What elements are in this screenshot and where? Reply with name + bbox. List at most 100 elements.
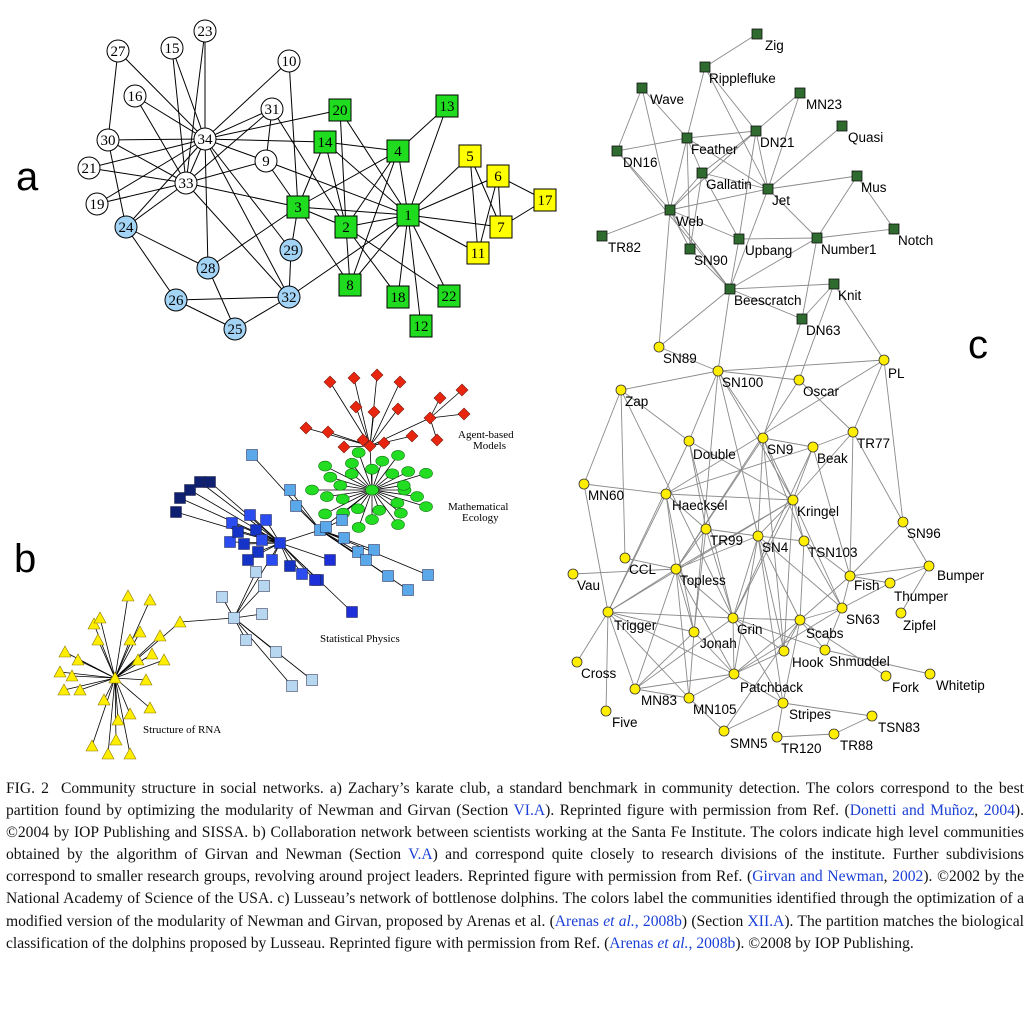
dolphin-edge (816, 175, 858, 239)
ref-link-girvan-newman-year[interactable]: 2002 (892, 868, 924, 886)
sfi-agent-node (393, 375, 407, 389)
ref-link-section-vi-a[interactable]: VI.A (513, 802, 546, 820)
karate-node-label: 16 (128, 89, 144, 105)
karate-node-label: 32 (282, 290, 297, 306)
dolphin-edge (732, 617, 826, 651)
dolphin-edge (583, 483, 667, 495)
dolphin-node-label: MN23 (806, 97, 842, 112)
karate-edge (407, 214, 479, 254)
sfi-ecology-node (344, 468, 359, 480)
dolphin-node-label: Fish (854, 578, 880, 593)
dolphin-edge (689, 248, 731, 290)
annotation-statistical-physics: Statistical Physics (320, 633, 400, 645)
ref-link-girvan-newman[interactable]: Girvan and Newman (752, 868, 884, 886)
dolphin-edge (801, 237, 818, 320)
dolphin-node-Gallatin: Gallatin (696, 167, 752, 192)
sfi-physics-node (258, 580, 270, 592)
ref-link-section-v-a[interactable]: V.A (408, 846, 433, 864)
ref-link-donetti-munoz[interactable]: Donetti and Muñoz (849, 802, 975, 820)
dolphin-edge (776, 733, 835, 738)
dolphin-edge (705, 528, 759, 537)
dolphin-node-Knit: Knit (828, 278, 862, 303)
karate-node-25: 25 (223, 317, 247, 341)
dolphin-node-label: SN63 (846, 612, 880, 627)
dolphin-node-label: Zipfel (903, 618, 936, 633)
dolphin-node-label: Upbang (745, 243, 792, 258)
dolphin-node-MN23: MN23 (794, 87, 842, 112)
dolphin-edge (729, 238, 740, 290)
dolphin-node-label: SN4 (762, 540, 789, 555)
node-circle (884, 577, 896, 589)
dolphin-edge (634, 631, 695, 690)
caption-text: ). ©2008 by IOP Publishing. (735, 934, 914, 952)
dolphin-node-label: Five (612, 715, 638, 730)
dolphin-node-Thumper: Thumper (884, 577, 949, 604)
sfi-agent-node (377, 436, 391, 450)
ref-link-arenas-2008b[interactable]: Arenas et al., 2008b (555, 913, 682, 930)
karate-edge (125, 138, 206, 228)
dolphin-edge (757, 535, 801, 621)
dolphin-node-label: Fork (892, 680, 919, 695)
karate-node-27: 27 (106, 39, 130, 63)
karate-edge (469, 155, 479, 254)
karate-node-1: 1 (396, 203, 420, 227)
dolphin-node-label: DN63 (806, 323, 841, 338)
node-square (286, 195, 310, 219)
dolphin-node-label: Jonah (700, 636, 737, 651)
dolphin-node-TSN83: TSN83 (866, 710, 920, 735)
caption-text: , (883, 868, 893, 886)
karate-node-label: 31 (265, 102, 280, 118)
dolphin-edge (717, 359, 885, 372)
sfi-physics-node (242, 554, 254, 566)
ref-link-arenas-2008b-second[interactable]: Arenas et al., 2008b (609, 935, 735, 952)
dolphin-edge (705, 528, 734, 619)
sfi-rna-node (133, 625, 147, 638)
dolphin-edge (634, 673, 735, 690)
sfi-physics-node (368, 544, 380, 556)
node-circle (718, 725, 730, 737)
node-circle (277, 49, 301, 73)
dolphin-edge (767, 92, 801, 190)
sfi-ecology-node (410, 491, 424, 502)
caption-text: , (974, 802, 984, 820)
karate-node-19: 19 (85, 192, 109, 216)
dolphin-node-Double: Double (683, 435, 736, 462)
node-square (396, 203, 420, 227)
dolphin-edge (717, 370, 764, 439)
karate-edge (88, 167, 187, 184)
annotation-agent-based-models-line2: Models (473, 440, 506, 452)
dolphin-edge (733, 607, 843, 675)
dolphin-edge (658, 288, 731, 348)
sfi-physics-node (250, 524, 262, 536)
dolphin-node-label: Feather (691, 142, 738, 157)
dolphin-edge (812, 446, 851, 577)
ref-link-donetti-munoz-year[interactable]: 2004 (983, 802, 1015, 820)
sfi-edge (305, 427, 371, 447)
karate-edge (397, 214, 409, 298)
dolphin-node-label: Trigger (614, 618, 657, 633)
dolphin-edge (665, 359, 885, 495)
sfi-ecology-node (375, 455, 390, 467)
node-circle (798, 535, 810, 547)
dolphin-node-PL: PL (878, 354, 905, 381)
node-square (751, 28, 763, 40)
sfi-edge (114, 659, 165, 679)
dolphin-edge (792, 431, 854, 501)
dolphin-node-label: TSN83 (878, 720, 920, 735)
sfi-ecology-node (333, 480, 348, 491)
ref-link-section-xii-a[interactable]: XII.A (747, 912, 785, 930)
dolphin-edge (675, 568, 734, 619)
karate-node-label: 28 (201, 261, 216, 277)
dolphin-node-Five: Five (600, 705, 638, 730)
dolphin-edge (634, 568, 677, 690)
dolphin-node-MN105: MN105 (683, 692, 737, 717)
karate-node-label: 23 (198, 24, 213, 40)
dolphin-edge (616, 137, 688, 152)
node-square (684, 243, 696, 255)
dolphin-node-Upbang: Upbang (733, 233, 792, 258)
node-circle (106, 39, 130, 63)
karate-edge (175, 296, 290, 301)
node-circle (619, 552, 631, 564)
sfi-edge (114, 677, 147, 681)
